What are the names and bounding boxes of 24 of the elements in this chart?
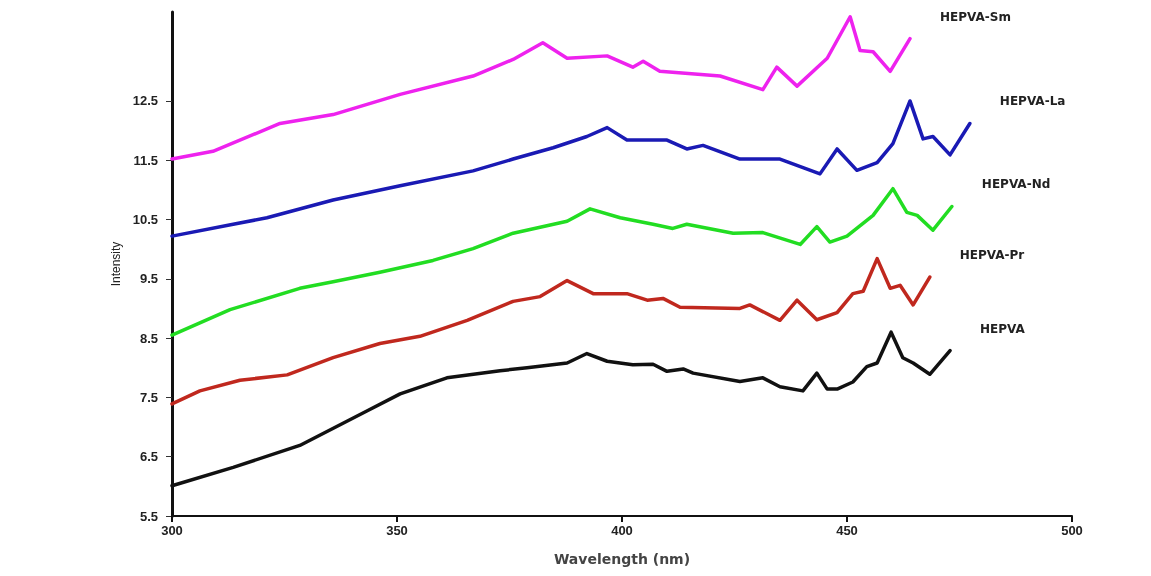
line-series: [170, 14, 912, 161]
y-tick-label: 11.5: [133, 152, 158, 168]
y-tick-label: 5.5: [139, 508, 158, 524]
line-series: [170, 99, 972, 238]
y-tick-label: 9.5: [139, 271, 158, 287]
x-tick-label: 400: [611, 523, 633, 538]
text: HEPVA-La: [999, 94, 1066, 109]
y-tick-label: 10.5: [132, 212, 158, 228]
text: HEPVA: [980, 321, 1026, 336]
x-tick-label: 500: [1061, 523, 1083, 538]
x-tick-label: 300: [161, 523, 183, 538]
text: HEPVA-Sm: [940, 9, 1011, 24]
y-tick-label: 6.5: [139, 449, 158, 465]
text: HEPVA-Pr: [959, 248, 1025, 263]
y-tick-label: 12.5: [132, 93, 158, 109]
y-tick-label: 8.5: [139, 330, 158, 346]
x-axis-title: Wavelength (nm): [553, 551, 691, 567]
x-tick-label: 350: [386, 523, 408, 538]
line-series: [170, 186, 954, 337]
text: HEPVA-Nd: [981, 177, 1051, 192]
x-tick-label: 450: [836, 523, 858, 538]
y-tick-label: 7.5: [139, 389, 158, 405]
line-series: [170, 256, 932, 406]
y-axis-title: Intensity: [108, 241, 123, 287]
